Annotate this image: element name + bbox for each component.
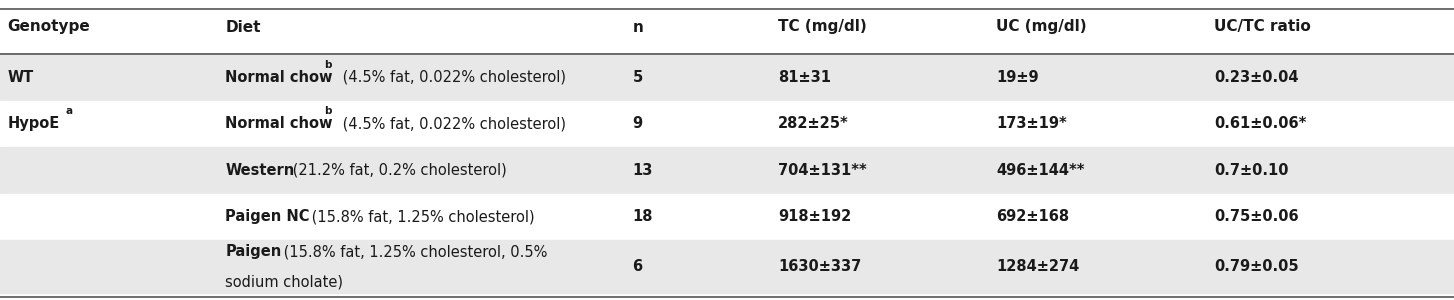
Text: 5: 5: [632, 70, 643, 85]
Text: sodium cholate): sodium cholate): [225, 274, 343, 289]
Text: 0.7±0.10: 0.7±0.10: [1214, 163, 1288, 178]
Text: (15.8% fat, 1.25% cholesterol, 0.5%: (15.8% fat, 1.25% cholesterol, 0.5%: [279, 244, 548, 259]
Text: 81±31: 81±31: [778, 70, 830, 85]
Text: Paigen: Paigen: [225, 244, 282, 259]
Text: Paigen NC: Paigen NC: [225, 209, 310, 224]
Text: 6: 6: [632, 259, 643, 274]
Text: 918±192: 918±192: [778, 209, 851, 224]
Text: a: a: [65, 106, 73, 116]
Text: (15.8% fat, 1.25% cholesterol): (15.8% fat, 1.25% cholesterol): [307, 209, 534, 224]
Text: Western: Western: [225, 163, 295, 178]
Text: n: n: [632, 20, 643, 34]
Text: Normal chow: Normal chow: [225, 70, 333, 85]
Text: Genotype: Genotype: [7, 20, 90, 34]
Text: b: b: [324, 106, 332, 116]
Text: 496±144**: 496±144**: [996, 163, 1085, 178]
Text: 1630±337: 1630±337: [778, 259, 861, 274]
Text: 0.61±0.06*: 0.61±0.06*: [1214, 116, 1307, 131]
Text: UC/TC ratio: UC/TC ratio: [1214, 20, 1312, 34]
Text: 1284±274: 1284±274: [996, 259, 1079, 274]
Bar: [0, 240, 1454, 292]
Text: (21.2% fat, 0.2% cholesterol): (21.2% fat, 0.2% cholesterol): [288, 163, 507, 178]
Text: 704±131**: 704±131**: [778, 163, 867, 178]
Text: 0.79±0.05: 0.79±0.05: [1214, 259, 1298, 274]
Text: HypoE: HypoE: [7, 116, 60, 131]
Text: (4.5% fat, 0.022% cholesterol): (4.5% fat, 0.022% cholesterol): [337, 116, 566, 131]
Text: 282±25*: 282±25*: [778, 116, 849, 131]
Bar: [0, 147, 1454, 194]
Text: 19±9: 19±9: [996, 70, 1038, 85]
Text: b: b: [324, 60, 332, 70]
Text: TC (mg/dl): TC (mg/dl): [778, 20, 867, 34]
Bar: [0, 54, 1454, 100]
Text: 0.75±0.06: 0.75±0.06: [1214, 209, 1298, 224]
Text: 0.23±0.04: 0.23±0.04: [1214, 70, 1298, 85]
Text: (4.5% fat, 0.022% cholesterol): (4.5% fat, 0.022% cholesterol): [337, 70, 566, 85]
Text: 692±168: 692±168: [996, 209, 1069, 224]
Text: 9: 9: [632, 116, 643, 131]
Text: 18: 18: [632, 209, 653, 224]
Bar: [0, 194, 1454, 240]
Text: 173±19*: 173±19*: [996, 116, 1067, 131]
Text: WT: WT: [7, 70, 33, 85]
Text: UC (mg/dl): UC (mg/dl): [996, 20, 1086, 34]
Bar: [0, 100, 1454, 147]
Text: 13: 13: [632, 163, 653, 178]
Text: Normal chow: Normal chow: [225, 116, 333, 131]
Text: Diet: Diet: [225, 20, 260, 34]
